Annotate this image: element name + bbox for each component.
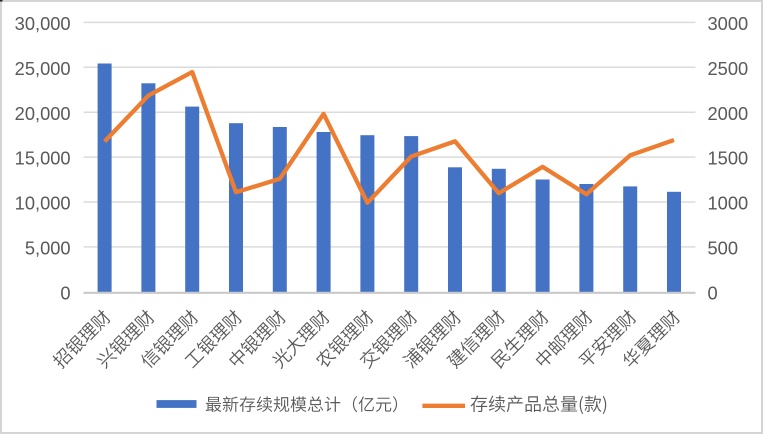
svg-text:30,000: 30,000 bbox=[15, 13, 71, 34]
svg-text:500: 500 bbox=[708, 238, 739, 259]
svg-text:3000: 3000 bbox=[708, 13, 749, 34]
svg-text:1500: 1500 bbox=[708, 148, 749, 169]
svg-text:10,000: 10,000 bbox=[15, 193, 71, 214]
svg-text:2000: 2000 bbox=[708, 103, 749, 124]
svg-text:25,000: 25,000 bbox=[15, 58, 71, 79]
svg-text:1000: 1000 bbox=[708, 193, 749, 214]
svg-text:0: 0 bbox=[708, 282, 718, 303]
svg-text:0: 0 bbox=[60, 282, 70, 303]
svg-text:2500: 2500 bbox=[708, 58, 749, 79]
svg-text:15,000: 15,000 bbox=[15, 148, 71, 169]
svg-text:5,000: 5,000 bbox=[25, 238, 71, 259]
svg-text:20,000: 20,000 bbox=[15, 103, 71, 124]
